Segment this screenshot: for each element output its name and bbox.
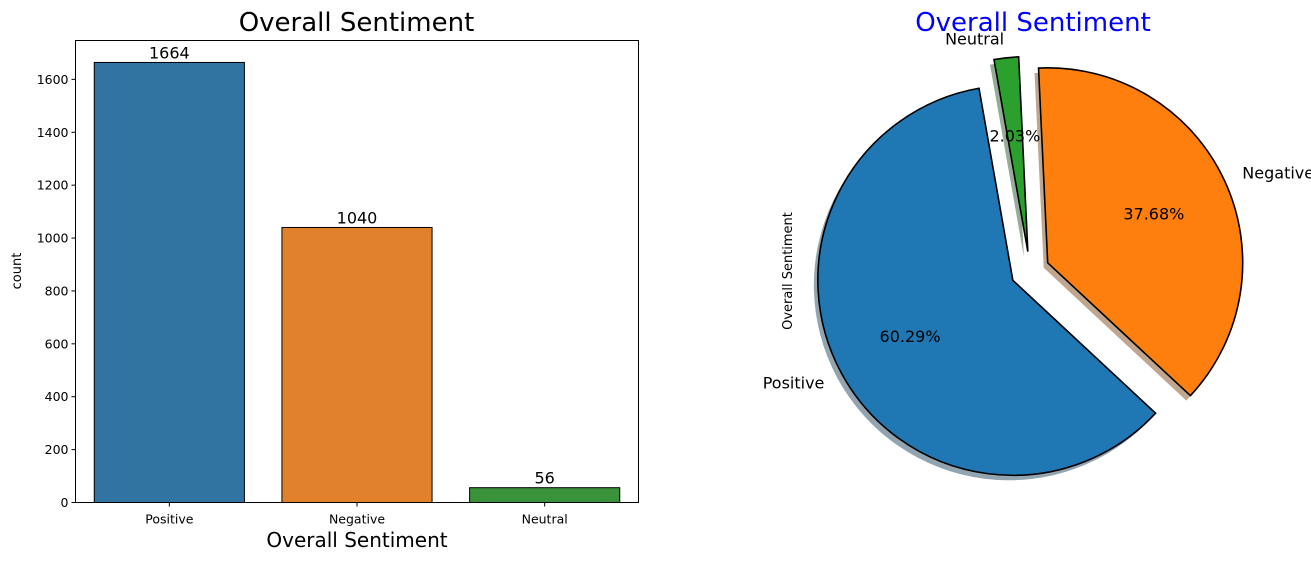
y-tick-label: 1000 (37, 231, 69, 246)
y-tick-label: 400 (45, 389, 69, 404)
x-tick-label: Positive (145, 512, 193, 527)
bar (93, 61, 245, 504)
y-tick-label: 800 (45, 283, 69, 298)
y-axis-label: count (10, 253, 25, 290)
y-tick-label: 1400 (37, 125, 69, 140)
bar (469, 487, 621, 503)
bar-chart: Overall Sentiment 0 200 400 600 800 1000 1200 1… (10, 8, 639, 552)
pie-chart: Overall Sentiment Overall Sentiment Posi… (763, 8, 1311, 481)
bar-chart-title: Overall Sentiment (239, 8, 475, 38)
y-tick-label: 1600 (37, 72, 69, 87)
x-axis-label: Overall Sentiment (266, 528, 447, 552)
y-tick-label: 1200 (37, 178, 69, 193)
y-tick-label: 600 (45, 336, 69, 351)
y-tick-label: 200 (45, 442, 69, 457)
y-tick-label: 0 (61, 495, 69, 510)
pie-category-label: Positive (763, 374, 825, 393)
pie-category-label: Neutral (945, 29, 1004, 48)
bar-value-label: 1664 (149, 43, 190, 62)
x-tick-label: Negative (329, 512, 385, 527)
x-axis-ticks: Positive Negative Neutral (145, 502, 568, 527)
pie-wedges (817, 55, 1244, 477)
pie-wedge (993, 55, 1029, 252)
bar (281, 226, 433, 504)
pie-percent-label: 60.29% (880, 327, 941, 346)
pie-category-label: Negative (1242, 164, 1311, 183)
bar-value-label: 1040 (337, 208, 378, 227)
bars: 1664 1040 56 (93, 43, 621, 504)
bar-value-label: 56 (534, 469, 554, 488)
pie-chart-title: Overall Sentiment (915, 8, 1151, 38)
pie-percent-label: 37.68% (1123, 205, 1184, 224)
bar-plot-frame (75, 40, 639, 503)
pie-labels: Positive 60.29% Negative 37.68% Neutral 2.03% (763, 29, 1311, 392)
pie-wedge (817, 87, 1157, 477)
pie-wedge (1037, 67, 1244, 397)
x-tick-label: Neutral (522, 512, 568, 527)
pie-percent-label: 2.03% (989, 126, 1040, 145)
pie-y-axis-label: Overall Sentiment (781, 212, 796, 330)
y-axis-ticks: 0 200 400 600 800 1000 1200 1400 1600 (37, 72, 76, 510)
